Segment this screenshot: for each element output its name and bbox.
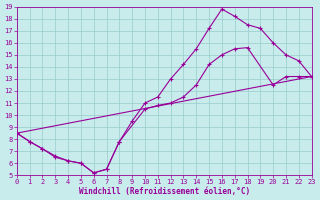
X-axis label: Windchill (Refroidissement éolien,°C): Windchill (Refroidissement éolien,°C) [79,187,250,196]
